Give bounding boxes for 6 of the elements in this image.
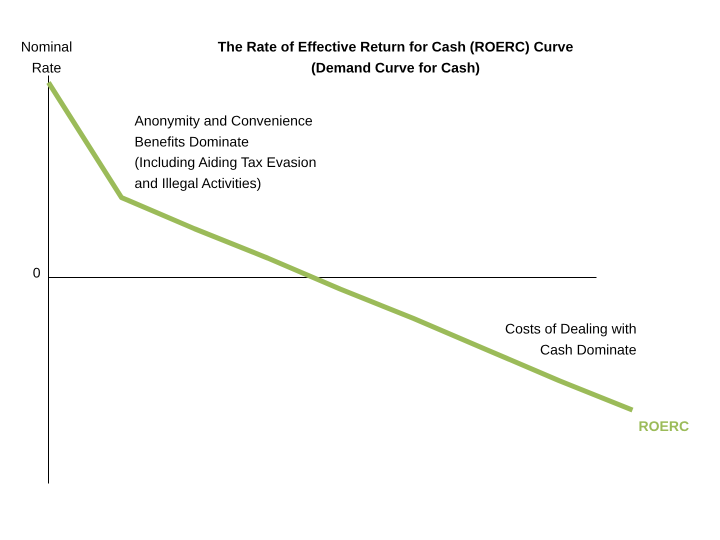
annotation: Anonymity and Convenience Benefits Dominate (Including Aiding Tax Evasion and Illegal Activities): [134, 112, 316, 191]
annotation: Costs of Dealing with Cash Dominate: [504, 320, 637, 358]
series-label: ROERC: [638, 418, 690, 434]
ref-line-label: 0: [32, 264, 41, 280]
chart-title: The Rate of Effective Return for Cash (ROERC) Curve (Demand Curve for Cash): [218, 38, 574, 76]
y-axis-title: Nominal Rate: [20, 38, 72, 76]
